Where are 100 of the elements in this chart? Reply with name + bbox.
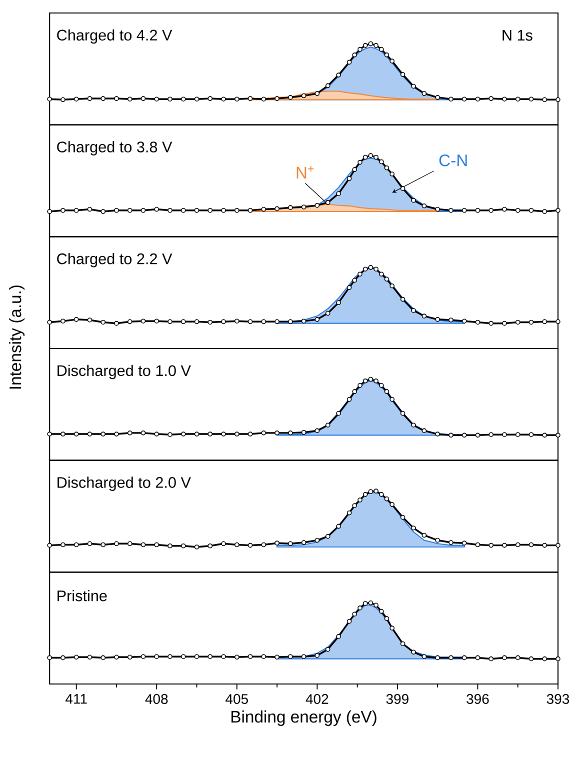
point	[374, 266, 378, 272]
point	[221, 432, 226, 436]
point	[74, 542, 79, 548]
point	[194, 208, 200, 213]
point	[140, 318, 146, 324]
point	[87, 206, 92, 212]
point	[411, 84, 416, 89]
point	[435, 538, 440, 543]
point	[274, 430, 280, 436]
point	[74, 432, 79, 436]
point	[400, 296, 406, 302]
point	[422, 532, 427, 538]
point	[100, 655, 106, 660]
point	[556, 208, 560, 213]
point	[314, 91, 320, 96]
point	[127, 208, 132, 213]
point	[462, 208, 467, 213]
point	[314, 317, 320, 322]
point	[100, 432, 106, 436]
point	[378, 382, 384, 388]
point	[127, 96, 132, 102]
point	[352, 278, 357, 283]
point	[288, 430, 293, 436]
point	[374, 488, 378, 494]
point	[462, 96, 467, 102]
point	[325, 646, 330, 652]
point	[60, 542, 66, 548]
point	[374, 602, 378, 608]
point	[435, 95, 440, 100]
point	[448, 540, 454, 545]
x-tick-label: 411	[65, 694, 87, 704]
point	[502, 542, 507, 548]
point	[87, 318, 92, 322]
point	[384, 616, 390, 621]
point	[475, 96, 480, 102]
point	[74, 654, 79, 660]
point	[140, 96, 146, 101]
point	[288, 95, 293, 100]
point	[221, 208, 226, 213]
point	[288, 205, 293, 210]
point	[556, 97, 560, 102]
point	[528, 542, 534, 548]
point	[234, 432, 240, 436]
point	[362, 601, 368, 606]
point	[542, 97, 547, 102]
point	[114, 320, 119, 326]
point	[301, 93, 306, 98]
point	[400, 641, 406, 646]
point	[542, 209, 547, 214]
point	[336, 410, 341, 416]
text: C-N	[439, 154, 467, 166]
point	[384, 496, 390, 502]
point	[168, 96, 172, 102]
point	[358, 498, 362, 502]
point	[180, 319, 186, 324]
point	[411, 198, 416, 203]
point	[390, 502, 394, 507]
point	[127, 319, 132, 324]
point	[154, 432, 159, 436]
point	[368, 376, 374, 382]
point	[556, 432, 560, 438]
point	[528, 432, 534, 438]
point	[390, 626, 394, 630]
point	[448, 96, 454, 102]
point	[488, 656, 494, 662]
point	[221, 654, 226, 659]
point	[515, 655, 520, 660]
point	[390, 396, 394, 402]
point	[346, 285, 352, 290]
point	[261, 319, 266, 324]
point	[502, 432, 507, 438]
point	[374, 378, 378, 384]
point	[74, 96, 79, 102]
point	[325, 310, 330, 316]
point	[274, 540, 280, 546]
point	[542, 656, 547, 662]
point	[194, 544, 200, 550]
chart-title: Discharged to 1.0 V	[58, 364, 191, 380]
point	[542, 432, 547, 438]
point	[352, 503, 357, 508]
point	[400, 514, 406, 520]
point	[422, 314, 427, 318]
point	[288, 319, 293, 324]
point	[87, 541, 92, 546]
point	[168, 654, 172, 659]
point	[435, 206, 440, 212]
x-axis-title: Binding energy (eV)	[231, 710, 376, 726]
point	[528, 208, 534, 213]
point	[448, 655, 454, 660]
point	[208, 654, 212, 659]
point	[448, 432, 454, 438]
point	[352, 52, 357, 58]
point	[127, 541, 132, 546]
point	[154, 542, 159, 548]
point	[358, 160, 362, 165]
point	[168, 432, 172, 438]
point	[374, 154, 378, 160]
point	[314, 202, 320, 208]
point	[368, 153, 374, 158]
point	[336, 634, 341, 639]
